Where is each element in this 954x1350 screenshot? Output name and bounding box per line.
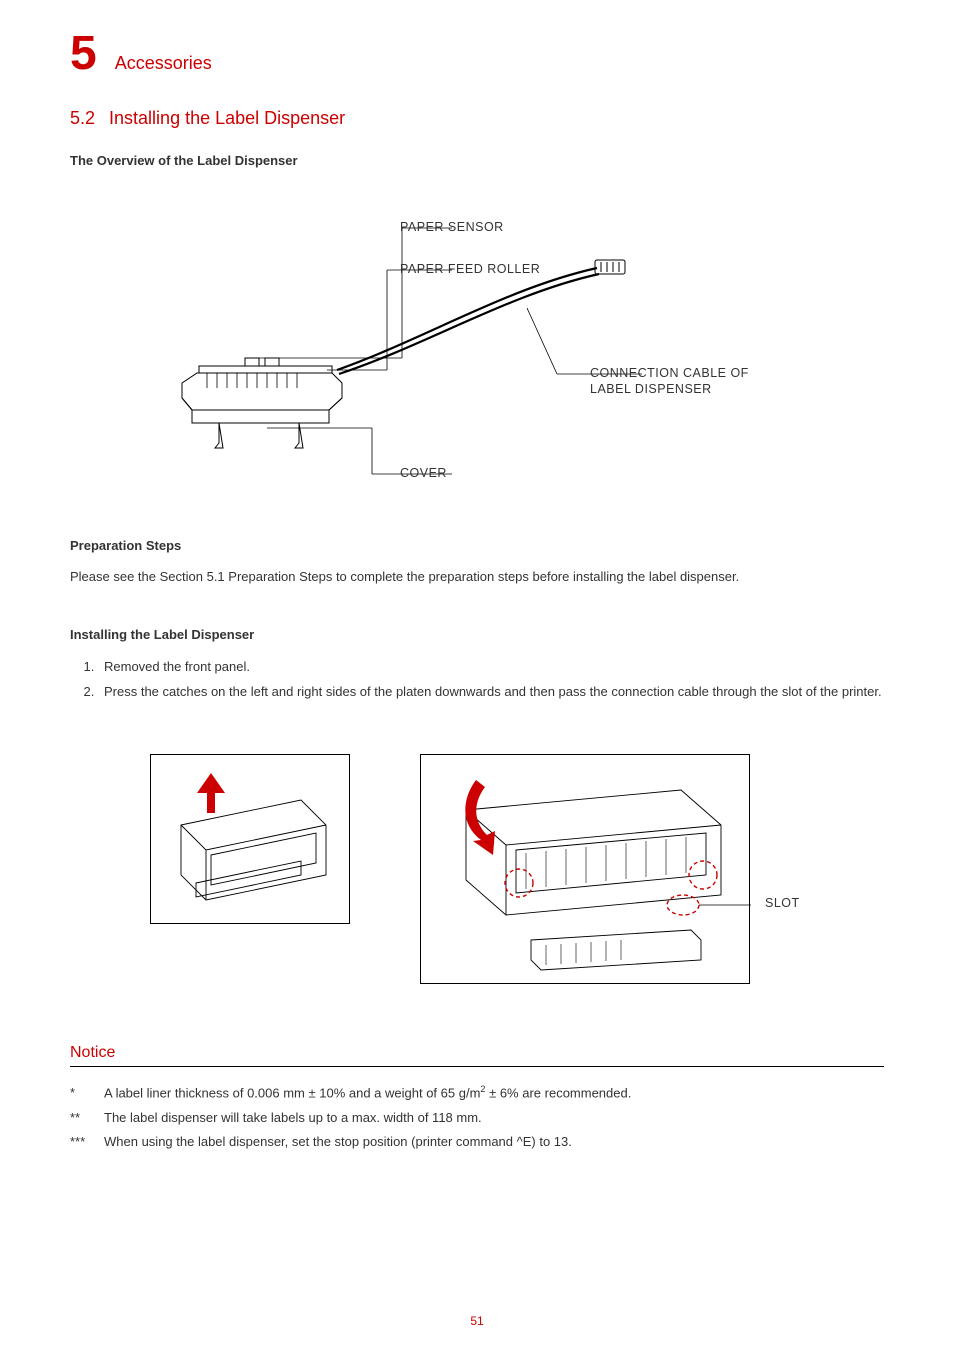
chapter-title: Accessories xyxy=(115,53,212,74)
label-paper-feed-roller: PAPER FEED ROLLER xyxy=(400,262,540,276)
notice-rule xyxy=(70,1066,884,1067)
label-connection-cable-1: CONNECTION CABLE OF xyxy=(590,366,749,380)
notice-item-3: *** When using the label dispenser, set … xyxy=(70,1130,884,1155)
notice-text-3: When using the label dispenser, set the … xyxy=(104,1130,572,1155)
section-number: 5.2 xyxy=(70,108,95,128)
notice-mark-2: ** xyxy=(70,1106,104,1131)
section-title: 5.2 Installing the Label Dispenser xyxy=(70,108,884,129)
notice-text-2: The label dispenser will take labels up … xyxy=(104,1106,482,1131)
overview-heading: The Overview of the Label Dispenser xyxy=(70,153,884,168)
prep-heading: Preparation Steps xyxy=(70,538,884,553)
overview-svg xyxy=(127,198,827,498)
chapter-header: 5 Accessories xyxy=(70,30,884,78)
figure-1 xyxy=(150,754,350,924)
figure-row: SLOT xyxy=(150,754,884,984)
label-paper-sensor: PAPER SENSOR xyxy=(400,220,504,234)
figure-2 xyxy=(420,754,750,984)
notice-text-1: A label liner thickness of 0.006 mm ± 10… xyxy=(104,1081,631,1106)
notice-item-2: ** The label dispenser will take labels … xyxy=(70,1106,884,1131)
install-steps: Removed the front panel. Press the catch… xyxy=(70,656,884,704)
step-1: Removed the front panel. xyxy=(98,656,884,679)
label-connection-cable-2: LABEL DISPENSER xyxy=(590,382,712,396)
figure-2-wrap: SLOT xyxy=(420,754,750,984)
prep-text: Please see the Section 5.1 Preparation S… xyxy=(70,567,884,587)
label-slot: SLOT xyxy=(765,896,800,910)
notice-item-1: * A label liner thickness of 0.006 mm ± … xyxy=(70,1081,884,1106)
notice-mark-1: * xyxy=(70,1081,104,1106)
chapter-number: 5 xyxy=(70,30,97,78)
install-heading: Installing the Label Dispenser xyxy=(70,627,884,642)
notice-heading: Notice xyxy=(70,1044,884,1062)
label-cover: COVER xyxy=(400,466,447,480)
notice-mark-3: *** xyxy=(70,1130,104,1155)
overview-diagram: PAPER SENSOR PAPER FEED ROLLER CONNECTIO… xyxy=(70,198,884,498)
page-number: 51 xyxy=(0,1314,954,1328)
section-name: Installing the Label Dispenser xyxy=(109,108,345,128)
step-2: Press the catches on the left and right … xyxy=(98,681,884,704)
notice-list: * A label liner thickness of 0.006 mm ± … xyxy=(70,1081,884,1155)
